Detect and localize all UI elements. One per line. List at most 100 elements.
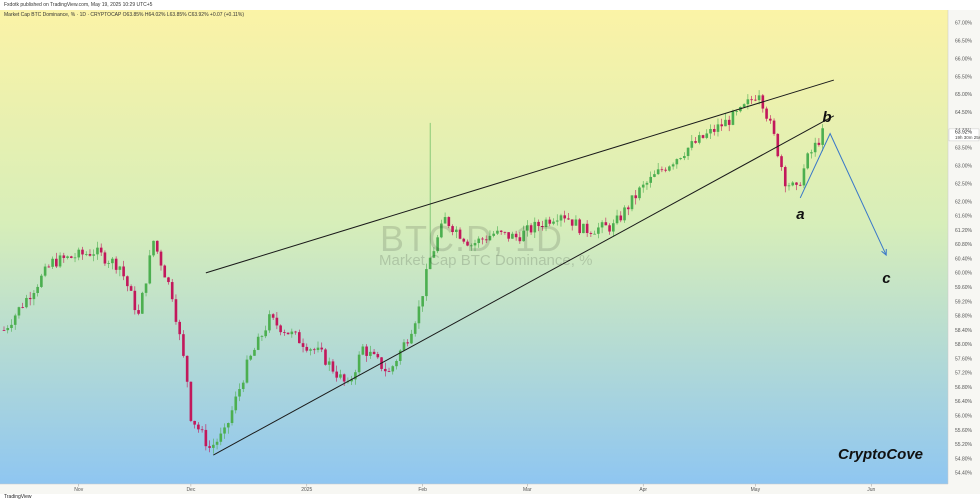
candle-body [754,99,757,101]
candles-layer [2,90,824,454]
y-tick-label: 66.00% [955,56,973,62]
x-tick-label: Mar [523,487,532,493]
candle-body [750,99,753,101]
candle-body [81,249,84,255]
candle-body [320,347,324,350]
candle-body [182,334,185,356]
candle-body [597,227,600,234]
candle-body [155,240,159,252]
candle-body [383,368,387,372]
symbol-watermark: BTC.D, 1D [380,218,564,259]
candle-body [548,219,552,224]
candle-body [552,221,555,224]
candle-body [421,296,424,307]
candle-body [417,306,421,324]
candle-body [92,254,96,256]
candle-body [425,269,428,297]
brand-label: CryptoCove [838,446,924,463]
candle-body [107,263,110,264]
candle-body [735,111,738,112]
candle-body [129,286,133,291]
candle-body [522,230,525,242]
candle-body [241,382,245,390]
candle-body [204,429,208,447]
candle-body [66,256,69,258]
publisher-line: Fxdotk published on TradingView.com, May… [4,2,153,8]
candle-body [163,265,167,278]
candle-body [264,330,267,337]
candle-body [294,331,297,333]
x-tick-label: Apr [639,487,647,493]
candle-body [481,238,484,240]
candle-body [469,245,473,247]
candle-body [275,317,279,326]
candle-body [630,195,634,210]
candle-body [783,167,787,187]
candle-body [440,223,443,238]
candle-body [391,366,395,372]
y-tick-label: 57.20% [955,371,973,377]
candle-body [167,277,170,283]
candle-body [260,336,264,337]
candle-body [675,159,679,165]
y-tick-label: 65.50% [955,74,973,80]
candle-body [697,135,701,143]
wedge-trendline [213,115,835,456]
y-tick-label: 63.50% [955,146,973,152]
candle-body [488,235,492,241]
candle-body [226,423,230,428]
annotation-layer [205,79,887,456]
candle-body [55,258,58,267]
candle-body [619,215,623,221]
countdown-label: 19h 30m 25s [955,135,980,140]
candle-body [230,410,234,424]
candle-body [361,346,365,355]
candle-body [312,349,316,351]
candle-body [369,351,372,356]
tradingview-logo[interactable]: TradingView [4,494,32,500]
candle-body [234,396,238,411]
candle-body [40,275,43,287]
candle-body [178,321,181,335]
y-tick-label: 55.20% [955,442,973,448]
last-price-label: 63.92% [955,129,973,135]
y-tick-label: 61.20% [955,228,973,234]
candle-body [544,219,548,228]
candle-body [660,169,664,171]
candle-body [126,276,129,287]
candle-body [114,258,118,270]
candle-body [193,420,196,425]
candle-body [690,141,694,148]
candle-body [286,332,290,335]
candle-body [473,243,477,246]
x-tick-label: Feb [418,487,427,493]
candle-body [518,237,522,242]
candle-body [170,282,174,300]
y-tick-label: 58.40% [955,328,973,334]
candle-body [641,184,645,188]
candle-body [821,128,824,145]
candle-body [342,374,346,382]
wave-label-c: c [882,270,891,288]
candle-body [533,221,537,233]
candle-body [253,349,256,356]
candle-body [268,314,271,331]
symbol-info-line: Market Cap BTC Dominance, % · 1D · CRYPT… [4,12,245,18]
candle-body [372,351,376,355]
candle-body [47,266,51,268]
candle-body [769,118,772,121]
y-tick-label: 54.40% [955,471,973,477]
candle-body [600,222,604,228]
candle-body [496,230,499,234]
candle-body [51,258,54,267]
candle-body [765,108,768,119]
wave-label-a: a [796,205,805,223]
candle-body [653,174,656,177]
candle-body [451,226,454,233]
candle-body [780,156,783,168]
candle-body [410,333,413,344]
price-axis: 67.00%66.50%66.00%65.50%65.00%64.50%64.0… [948,21,980,477]
candle-body [249,355,253,360]
candle-body [746,99,750,105]
